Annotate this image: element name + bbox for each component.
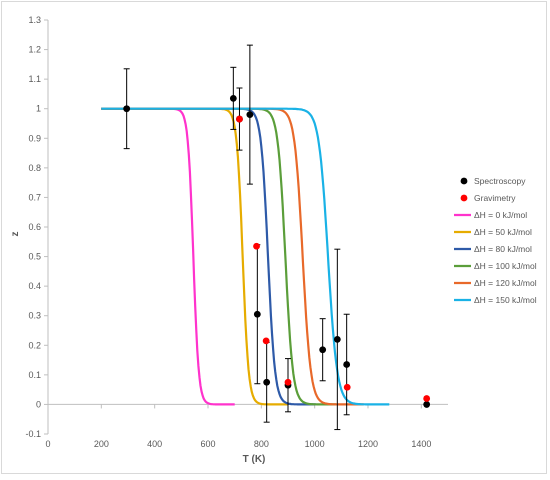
y-tick-label: 1.3 <box>28 15 41 25</box>
x-tick-label: 1000 <box>305 439 325 449</box>
markers <box>123 94 431 408</box>
chart-svg: -0.1 0 0.1 0.2 0.3 0.4 0.5 0.6 0.7 0.8 0.9 1 1.1 1.2 1… <box>10 15 537 465</box>
y-tick-label: 0.9 <box>28 133 41 143</box>
x-tick-label: 400 <box>147 439 162 449</box>
spectroscopy-point <box>319 346 327 354</box>
gravimetry-point <box>343 383 351 391</box>
x-tick-label: 1200 <box>358 439 378 449</box>
y-tick-label: 0.2 <box>28 340 41 350</box>
curve-150kj <box>101 107 390 406</box>
legend-item-gravimetry: Gravimetry <box>460 193 516 203</box>
legend-label: Spectroscopy <box>474 176 526 186</box>
y-tick-label: -0.1 <box>25 429 41 439</box>
spectroscopy-point <box>123 105 131 113</box>
y-tick-label: 0.7 <box>28 192 41 202</box>
spectroscopy-point <box>423 401 431 408</box>
x-tick-label: 0 <box>45 439 50 449</box>
gravimetry-point <box>253 242 260 250</box>
legend-item-curve: ΔH = 150 kJ/mol <box>454 295 537 305</box>
y-tick-label: 0.8 <box>28 163 41 173</box>
curve-80kj <box>101 107 316 406</box>
legend-item-curve: ΔH = 0 kJ/mol <box>454 210 527 220</box>
y-tick-label: 0.1 <box>28 370 41 380</box>
x-tick-label: 200 <box>94 439 109 449</box>
y-tick-label: 0.3 <box>28 311 41 321</box>
gravimetry-point <box>284 378 292 386</box>
axes: -0.1 0 0.1 0.2 0.3 0.4 0.5 0.6 0.7 0.8 0.9 1 1.1 1.2 1… <box>25 15 448 449</box>
legend: Spectroscopy Gravimetry ΔH = 0 kJ/mol ΔH = … <box>454 176 537 305</box>
legend-label: Gravimetry <box>474 193 516 203</box>
legend-label: ΔH = 50 kJ/mol <box>474 227 532 237</box>
legend-label: ΔH = 80 kJ/mol <box>474 244 532 254</box>
curve-0kj <box>101 107 235 406</box>
y-axis-label: z <box>10 232 21 237</box>
spectroscopy-point <box>246 111 254 119</box>
y-tick-label: 0 <box>36 399 41 409</box>
legend-label: ΔH = 120 kJ/mol <box>474 278 537 288</box>
legend-item-curve: ΔH = 100 kJ/mol <box>454 261 537 271</box>
legend-marker <box>460 177 468 185</box>
curve-120kj <box>101 107 364 406</box>
legend-item-curve: ΔH = 80 kJ/mol <box>454 244 532 254</box>
x-axis-label: T (K) <box>243 454 266 465</box>
error-bars <box>123 44 350 431</box>
x-tick-label: 1400 <box>411 439 431 449</box>
y-tick-label: 1 <box>36 104 41 114</box>
spectroscopy-point <box>333 335 341 343</box>
y-tick-label: 1.1 <box>28 74 41 84</box>
legend-label: ΔH = 150 kJ/mol <box>474 295 537 305</box>
y-tick-label: 1.2 <box>28 45 41 55</box>
curve-100kj <box>101 107 336 406</box>
gravimetry-point <box>236 115 243 123</box>
legend-item-spectroscopy: Spectroscopy <box>460 176 526 186</box>
gravimetry-point <box>423 395 431 402</box>
spectroscopy-point <box>263 378 271 386</box>
y-tick-label: 0.4 <box>28 281 41 291</box>
legend-label: ΔH = 100 kJ/mol <box>474 261 537 271</box>
x-tick-label: 600 <box>200 439 215 449</box>
legend-label: ΔH = 0 kJ/mol <box>474 210 527 220</box>
curves <box>101 107 390 406</box>
legend-item-curve: ΔH = 50 kJ/mol <box>454 227 532 237</box>
legend-item-curve: ΔH = 120 kJ/mol <box>454 278 537 288</box>
legend-marker <box>460 194 468 202</box>
chart-frame: -0.1 0 0.1 0.2 0.3 0.4 0.5 0.6 0.7 0.8 0.9 1 1.1 1.2 1… <box>1 1 547 474</box>
spectroscopy-point <box>229 94 237 102</box>
gravimetry-point <box>262 337 270 345</box>
x-tick-label: 800 <box>254 439 269 449</box>
curve-50kj <box>101 107 288 406</box>
y-tick-label: 0.5 <box>28 252 41 262</box>
spectroscopy-point <box>343 361 351 368</box>
y-tick-label: 0.6 <box>28 222 41 232</box>
spectroscopy-point <box>253 310 261 318</box>
